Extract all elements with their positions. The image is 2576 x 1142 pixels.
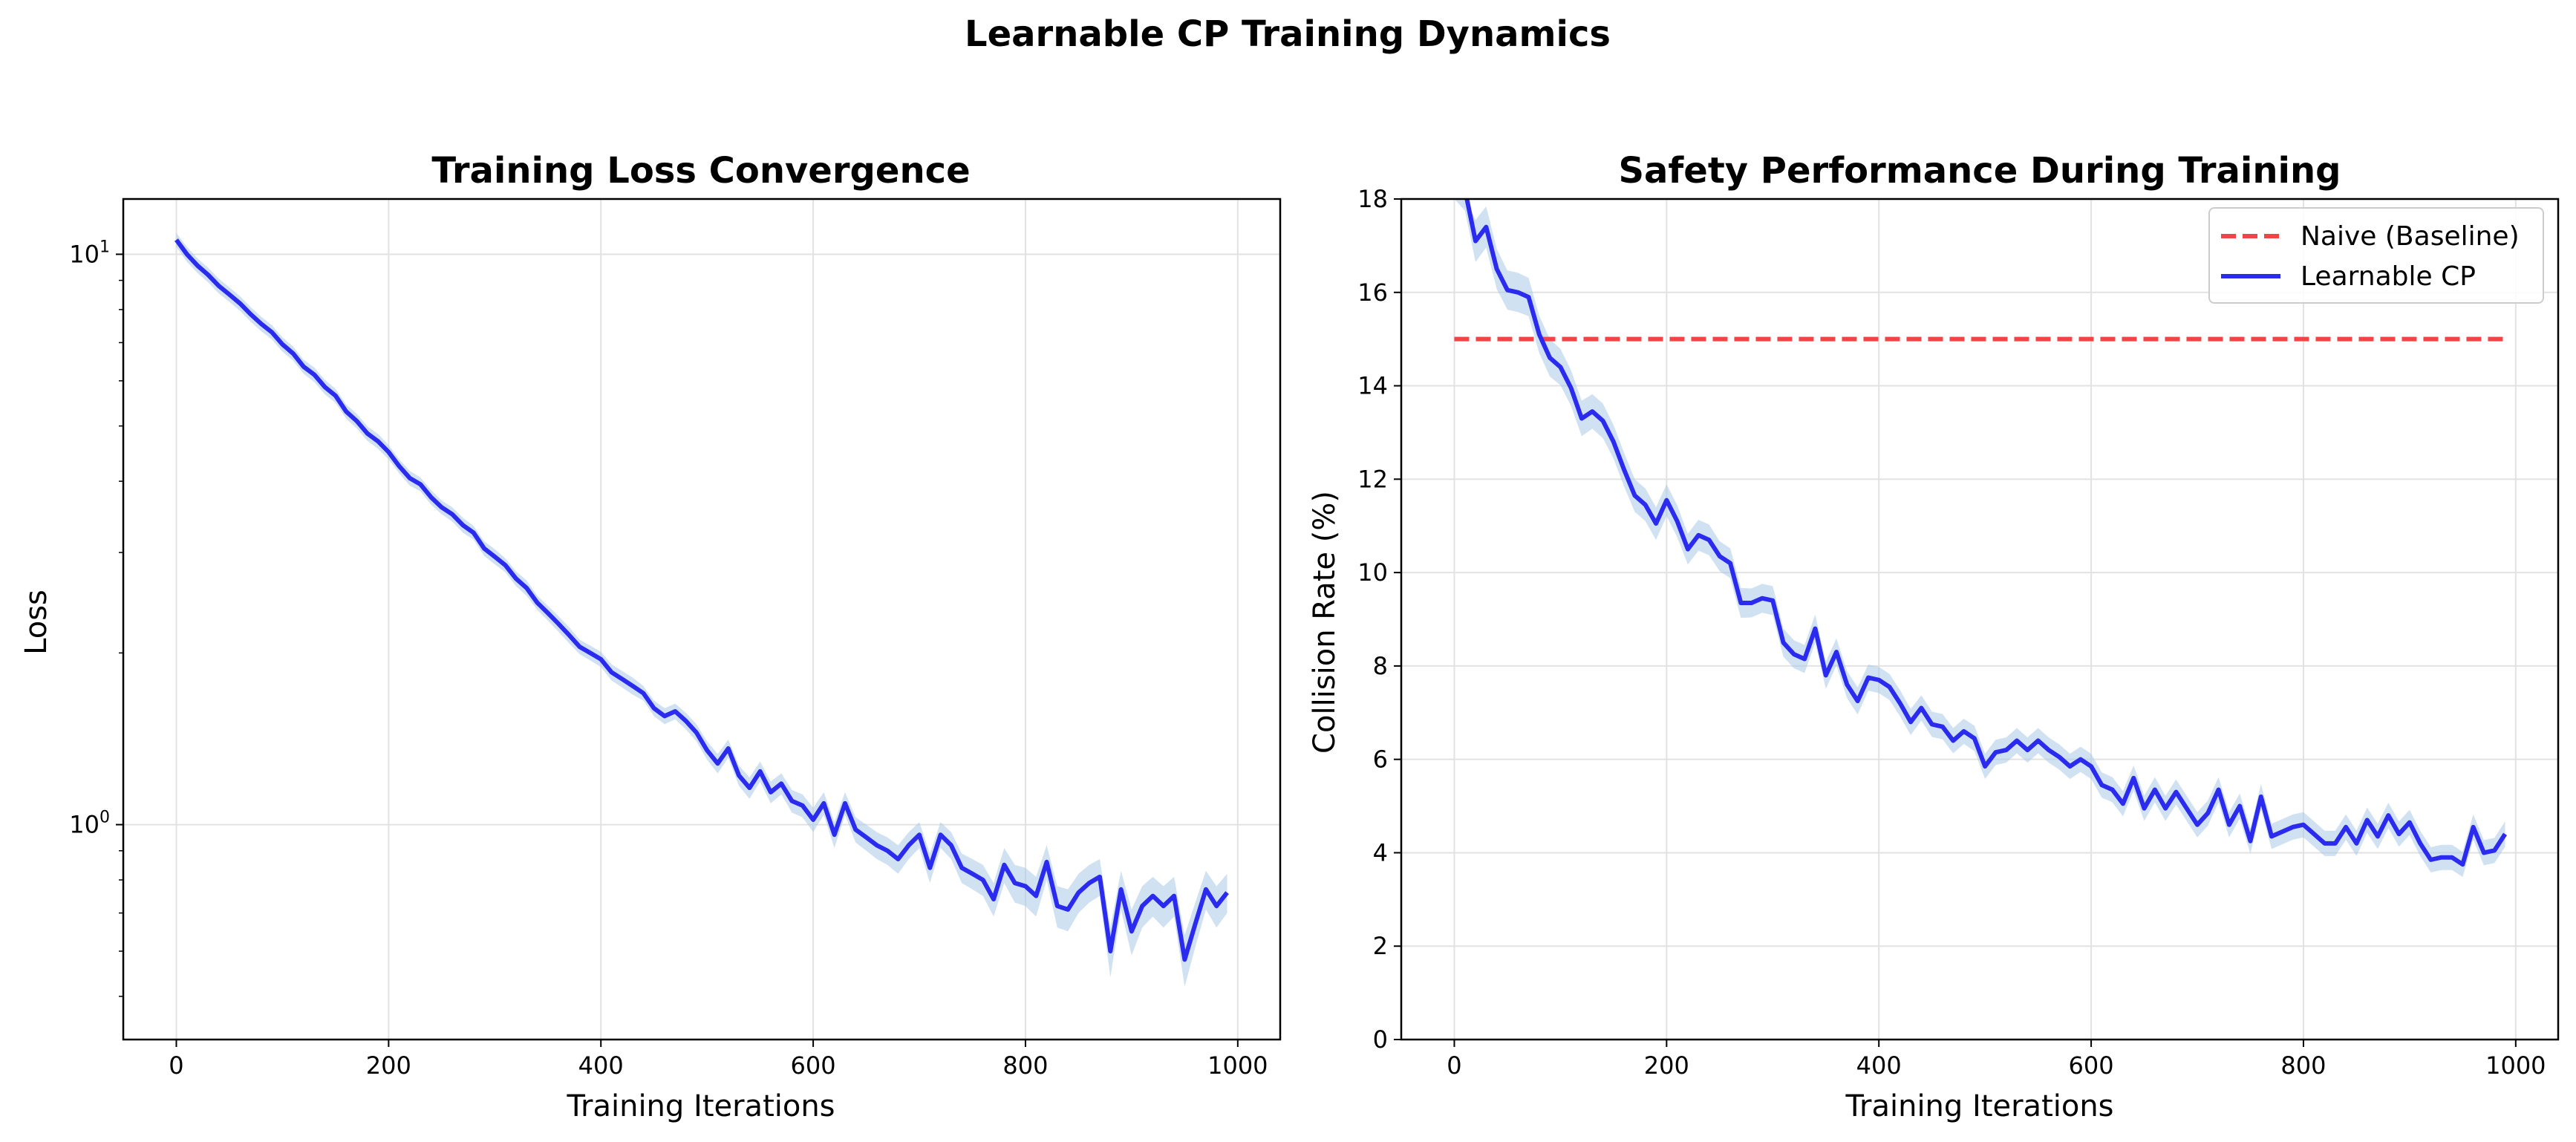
x-tick-label: 400 — [578, 1051, 624, 1080]
safety-chart-band — [1454, 199, 2505, 878]
loss-chart-xlabel: Training Iterations — [566, 1089, 835, 1123]
y-tick-label: 8 — [1373, 652, 1388, 680]
figure-title: Learnable CP Training Dynamics — [965, 13, 1611, 55]
loss-chart-lines — [175, 238, 1229, 962]
legend-label-naive: Naive (Baseline) — [2301, 221, 2520, 252]
y-tick-label: 16 — [1357, 278, 1388, 307]
y-tick-label: 6 — [1373, 745, 1388, 774]
y-tick-label: 101 — [69, 238, 110, 268]
x-tick-label: 200 — [1644, 1051, 1689, 1080]
safety-chart-grid — [1401, 198, 2558, 1040]
y-tick-base: 10 — [69, 240, 100, 268]
x-tick-label: 1000 — [2485, 1051, 2546, 1080]
y-tick-base: 10 — [69, 811, 100, 839]
axes-frame — [122, 198, 1282, 1041]
safety-chart-ylabel: Collision Rate (%) — [1308, 491, 1342, 754]
y-tick-label: 0 — [1373, 1025, 1388, 1054]
x-tick-label: 0 — [169, 1051, 183, 1080]
y-tick-label: 2 — [1373, 932, 1388, 960]
y-tick-label: 18 — [1357, 185, 1388, 213]
loss-chart-ylabel: Loss — [19, 590, 53, 655]
legend: Naive (Baseline) Learnable CP — [2208, 207, 2544, 304]
legend-label-learnable-cp: Learnable CP — [2301, 261, 2476, 292]
y-tick-exponent: 0 — [100, 809, 110, 827]
x-tick-label: 400 — [1856, 1051, 1902, 1080]
safety-chart-ticks: 0 200 400 600 800 1000 0 2 4 6 8 10 12 14 16 18 — [1357, 185, 2546, 1080]
loss-chart: Training Loss Convergence 0 200 400 600 800 1… — [19, 150, 1282, 1123]
series-line-learnable-cp — [1464, 199, 2508, 867]
safety-chart-lines — [1454, 199, 2508, 867]
x-tick-label: 600 — [791, 1051, 836, 1080]
y-tick-exponent: 1 — [100, 238, 110, 256]
x-tick-label: 0 — [1447, 1051, 1461, 1080]
x-tick-label: 800 — [1002, 1051, 1048, 1080]
safety-chart-xlabel: Training Iterations — [1845, 1089, 2113, 1123]
axes-frame — [1400, 198, 2560, 1041]
y-tick-label: 4 — [1373, 838, 1388, 867]
loss-chart-grid — [123, 199, 1280, 1040]
safety-chart-title: Safety Performance During Training — [1618, 150, 2341, 192]
x-tick-label: 800 — [2280, 1051, 2326, 1080]
confidence-band — [1454, 199, 2505, 878]
loss-chart-band — [176, 232, 1227, 987]
y-tick-label: 10 — [1357, 558, 1388, 587]
safety-chart: Safety Performance During Training 0 200 4… — [1308, 150, 2560, 1123]
loss-chart-frame — [122, 198, 1282, 1041]
y-tick-label: 12 — [1357, 465, 1388, 493]
safety-chart-frame — [1400, 198, 2560, 1041]
series-line-learnable-cp — [175, 238, 1229, 962]
legend-box — [2208, 207, 2544, 304]
y-tick-label: 14 — [1357, 372, 1388, 400]
loss-chart-title: Training Loss Convergence — [431, 150, 970, 192]
y-tick-label: 100 — [69, 809, 110, 839]
x-tick-label: 1000 — [1207, 1051, 1268, 1080]
confidence-band — [176, 232, 1227, 987]
x-tick-label: 200 — [366, 1051, 411, 1080]
x-tick-label: 600 — [2069, 1051, 2114, 1080]
